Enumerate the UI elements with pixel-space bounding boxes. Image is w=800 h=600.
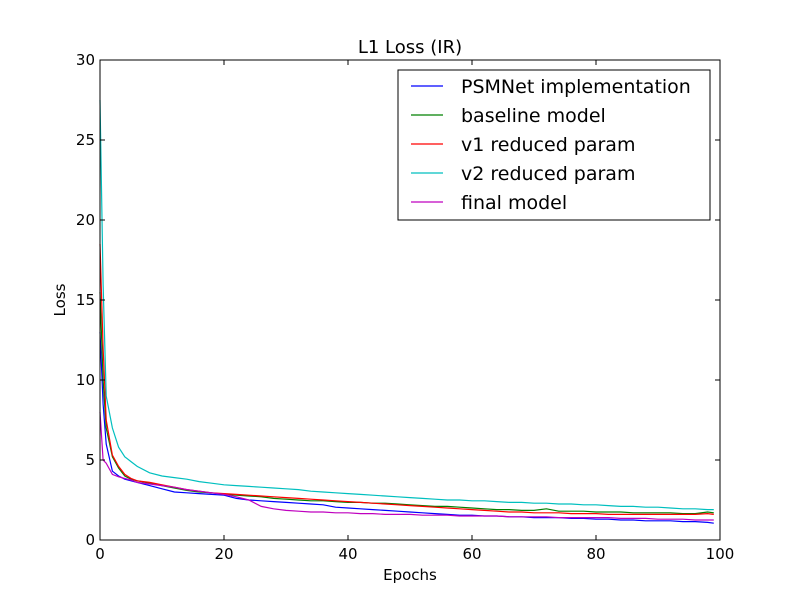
x-tick-label-4: 80 <box>586 545 605 563</box>
x-tick-label-1: 20 <box>214 545 233 563</box>
series-line-4 <box>99 411 714 521</box>
x-tick-label-3: 60 <box>462 545 481 563</box>
y-tick-label-4: 20 <box>76 211 95 229</box>
x-tick-label-0: 0 <box>95 545 105 563</box>
series-line-2 <box>99 243 714 516</box>
series-line-3 <box>99 99 714 511</box>
y-tick-label-5: 25 <box>76 131 95 149</box>
legend: PSMNet implementation baseline model v1 re… <box>397 69 711 221</box>
plot-frame <box>99 59 721 541</box>
legend-label-3: v2 reduced param <box>461 163 635 185</box>
x-axis-label: Epochs <box>383 566 437 584</box>
legend-label-0: PSMNet implementation <box>461 76 691 98</box>
legend-label-1: baseline model <box>461 105 606 127</box>
x-tick-label-5: 100 <box>706 545 735 563</box>
y-tick-label-1: 5 <box>85 451 95 469</box>
y-tick-label-6: 30 <box>76 51 95 69</box>
y-tick-label-0: 0 <box>85 531 95 549</box>
y-tick-label-3: 15 <box>76 291 95 309</box>
series-group <box>99 99 714 524</box>
legend-label-4: final model <box>461 192 567 214</box>
legend-box <box>397 69 711 221</box>
chart-title: L1 Loss (IR) <box>358 37 462 58</box>
legend-label-2: v1 reduced param <box>461 134 635 156</box>
ticks-group: 0 20 40 60 80 100 0 5 10 15 20 25 30 <box>76 51 734 563</box>
x-tick-label-2: 40 <box>338 545 357 563</box>
y-tick-label-2: 10 <box>76 371 95 389</box>
y-axis-label: Loss <box>51 283 69 316</box>
series-line-0 <box>99 331 714 524</box>
